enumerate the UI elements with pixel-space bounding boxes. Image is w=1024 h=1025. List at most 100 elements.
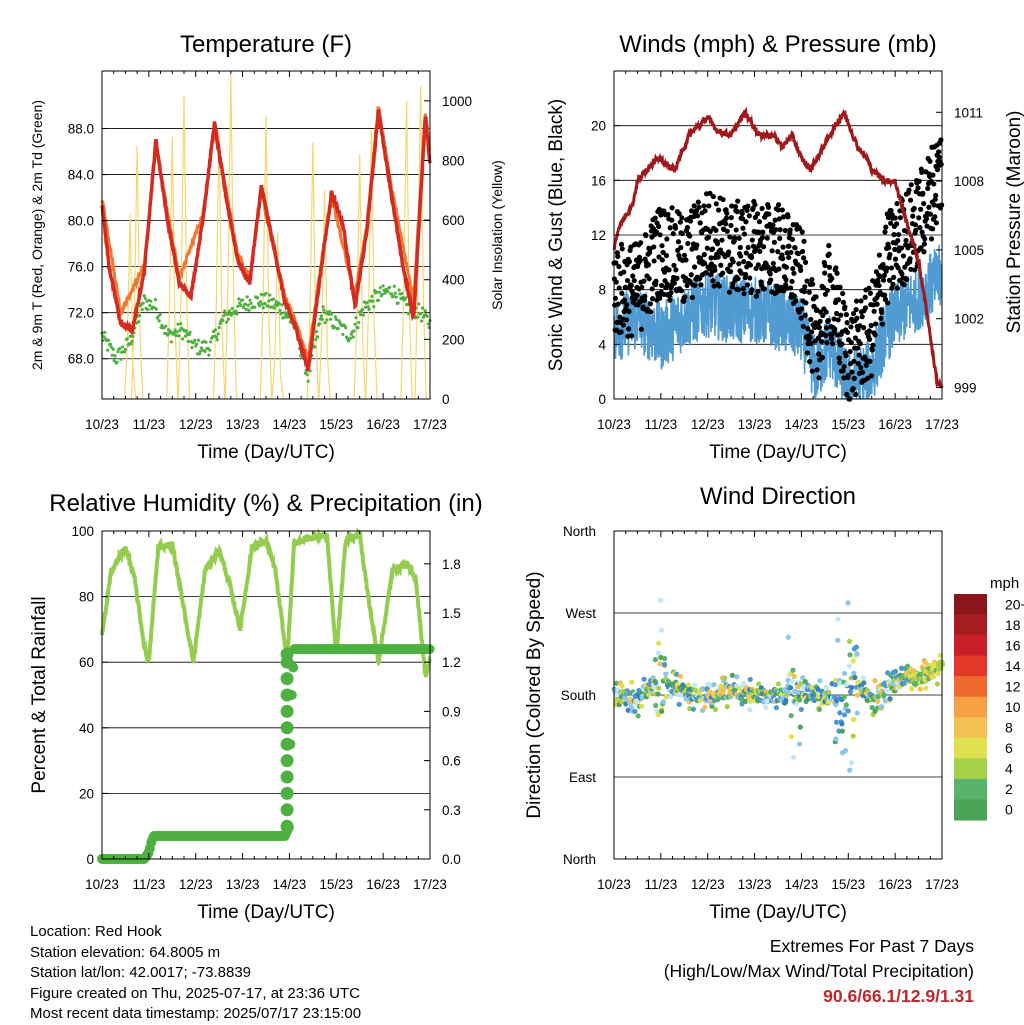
gust-point	[694, 242, 700, 248]
gust-point	[834, 270, 840, 276]
gust-point	[850, 385, 856, 392]
direction-point	[846, 638, 853, 645]
gust-point	[798, 306, 805, 312]
dewpoint-point	[143, 296, 147, 301]
direction-point	[800, 684, 806, 691]
dewpoint-point	[213, 328, 217, 332]
dewpoint-point	[110, 353, 114, 357]
gust-point	[849, 369, 855, 375]
gust-point	[850, 310, 857, 317]
gust-point	[829, 275, 835, 281]
dewpoint-point	[141, 301, 145, 305]
direction-point	[655, 712, 661, 718]
dewpoint-point	[423, 309, 427, 313]
dewpoint-point	[188, 330, 192, 334]
direction-point	[742, 698, 749, 704]
gust-point	[868, 373, 875, 379]
dewpoint-point	[330, 312, 334, 316]
gust-point	[657, 232, 663, 238]
gust-point	[720, 270, 726, 276]
direction-point	[833, 702, 839, 708]
gust-point	[820, 285, 827, 291]
gust-point	[783, 264, 790, 270]
gust-point	[752, 202, 758, 208]
gust-point	[666, 267, 672, 273]
dewpoint-point	[356, 326, 360, 330]
direction-title: Wind Direction	[700, 483, 856, 510]
gust-point	[799, 248, 806, 255]
gust-point	[653, 229, 659, 235]
gust-point	[803, 300, 809, 306]
station-location: Location: Red Hook	[30, 923, 162, 940]
direction-xlabel: Time (Day/UTC)	[709, 902, 847, 923]
gust-point	[892, 246, 898, 253]
humidity-ylabel-left: Percent & Total Rainfall	[29, 596, 50, 793]
gust-point	[930, 172, 936, 178]
dewpoint-point	[419, 319, 424, 323]
gust-point	[888, 265, 894, 271]
direction-point	[790, 754, 797, 760]
dewpoint-point	[106, 348, 110, 352]
gust-point	[933, 220, 939, 226]
dewpoint-point	[420, 306, 425, 310]
gust-point	[767, 271, 773, 277]
gust-point	[706, 203, 712, 209]
gust-point	[848, 339, 854, 346]
dewpoint-point	[243, 302, 247, 306]
dewpoint-point	[204, 340, 208, 344]
gust-point	[730, 281, 736, 287]
direction-point	[923, 685, 929, 691]
gust-point	[714, 241, 721, 247]
x-tick-label: 15/23	[831, 417, 865, 432]
gust-point	[687, 218, 694, 224]
gust-point	[671, 280, 677, 286]
y-tick-label: 72.0	[68, 306, 94, 321]
precip-point	[280, 819, 294, 833]
direction-point	[935, 670, 941, 677]
direction-point	[677, 673, 684, 679]
gust-point	[768, 277, 774, 283]
dewpoint-point	[106, 338, 111, 342]
gust-point	[841, 364, 847, 370]
gust-point	[772, 227, 779, 233]
dewpoint-point	[380, 292, 384, 296]
gust-point	[780, 256, 786, 262]
legend-swatch	[954, 676, 987, 698]
direction-point	[833, 719, 840, 725]
direction-point	[787, 685, 794, 691]
gust-point	[701, 203, 707, 209]
direction-point	[660, 699, 666, 705]
gust-point	[772, 217, 778, 223]
gust-point	[701, 251, 707, 258]
dewpoint-point	[391, 294, 396, 298]
gust-point	[728, 214, 734, 221]
direction-point	[809, 684, 815, 690]
y-tick-label: 4	[598, 337, 606, 352]
dewpoint-point	[186, 339, 190, 344]
gust-point	[647, 246, 653, 252]
dewpoint-point	[203, 349, 207, 354]
speed-legend: mph 20+ 18 16 14 12 10 8 6 4 2 0	[954, 575, 1024, 821]
direction-point	[785, 689, 791, 695]
gust-point	[740, 285, 746, 292]
dewpoint-point	[321, 305, 325, 309]
dewpoint-point	[323, 321, 327, 325]
gust-point	[664, 281, 670, 287]
gust-point	[776, 266, 782, 272]
dewpoint-point	[416, 315, 420, 319]
direction-point	[844, 681, 850, 688]
gust-point	[831, 284, 837, 291]
gust-point	[888, 220, 894, 226]
x-tick-label: 17/23	[925, 877, 959, 892]
dewpoint-point	[260, 302, 264, 306]
gust-point	[894, 200, 900, 207]
gust-point	[932, 214, 938, 220]
direction-point	[848, 760, 855, 766]
dewpoint-point	[332, 325, 337, 329]
dewpoint-point	[314, 337, 318, 342]
gust-point	[741, 231, 748, 237]
solar-spike	[177, 94, 191, 400]
direction-point	[833, 736, 839, 742]
gust-point	[843, 311, 850, 318]
gust-point	[771, 239, 778, 245]
